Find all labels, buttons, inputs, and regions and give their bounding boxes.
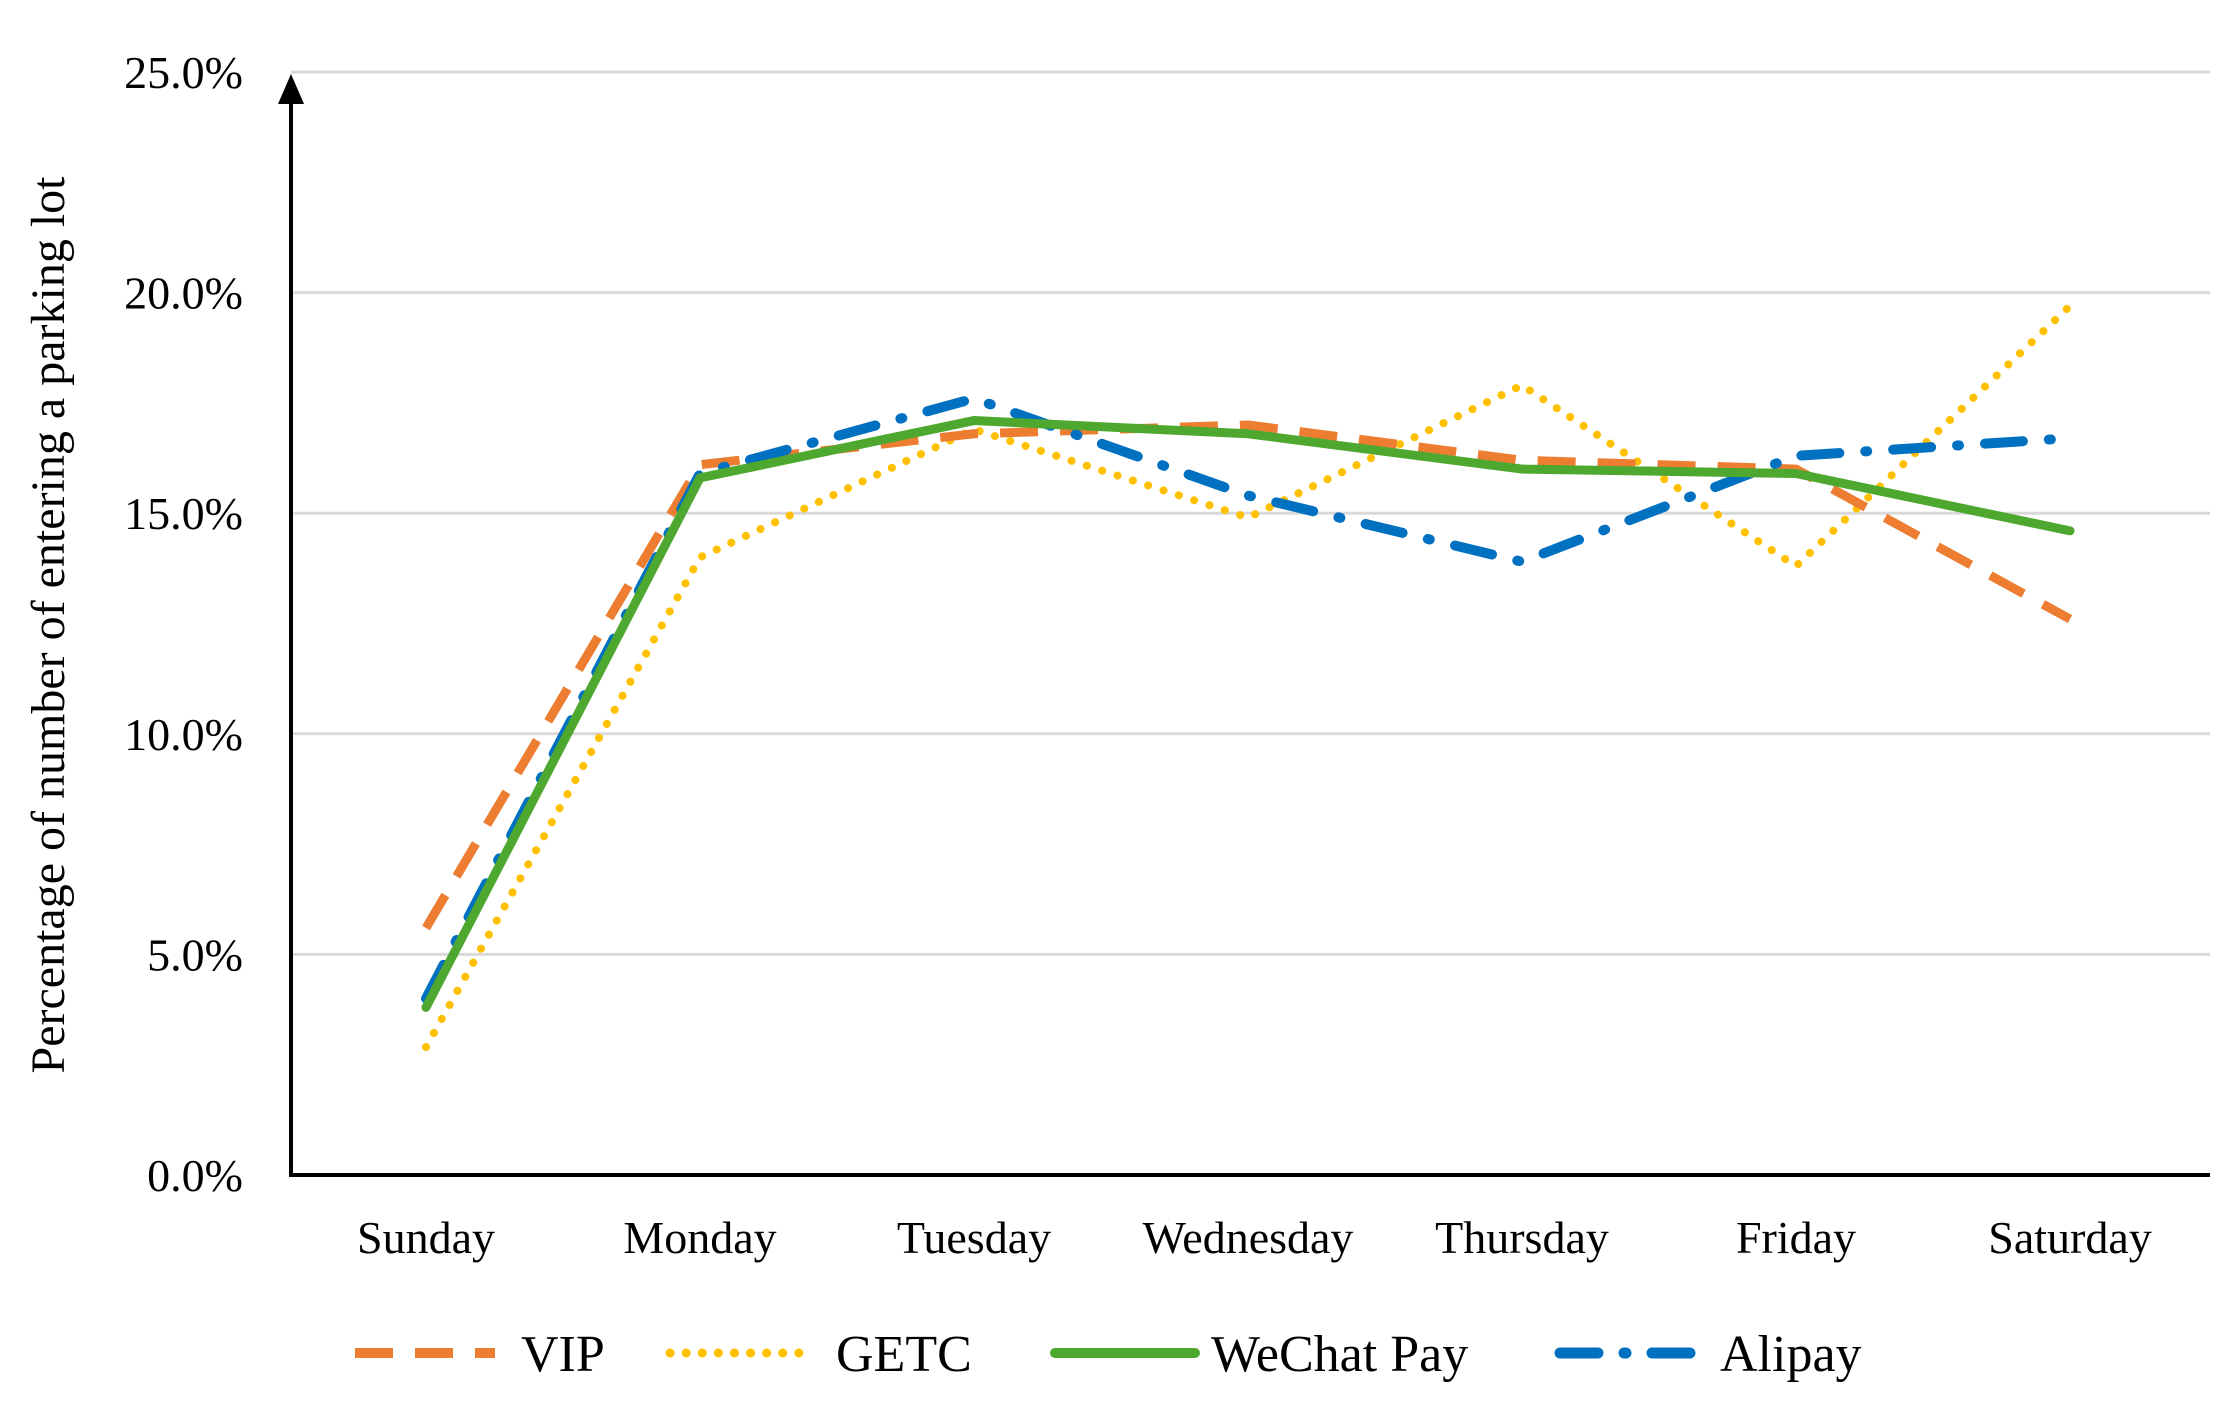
x-tick-label: Thursday — [1435, 1212, 1609, 1263]
y-tick-label: 15.0% — [124, 488, 243, 539]
y-tick-label: 5.0% — [147, 929, 243, 980]
y-tick-label: 0.0% — [147, 1150, 243, 1201]
legend-label: VIP — [521, 1326, 605, 1383]
legend-label: WeChat Pay — [1211, 1326, 1468, 1383]
gridlines — [291, 70, 2210, 956]
axes — [278, 74, 2210, 1177]
x-tick-label: Saturday — [1988, 1212, 2152, 1263]
y-tick-label: 20.0% — [124, 268, 243, 319]
x-tick-label: Monday — [623, 1212, 776, 1263]
x-tick-label: Tuesday — [897, 1212, 1051, 1263]
y-axis-title: Percentage of number of entering a parki… — [22, 176, 75, 1074]
y-tick-labels: 0.0% 5.0% 10.0% 15.0% 20.0% 25.0% — [124, 47, 243, 1201]
y-tick-label: 10.0% — [124, 709, 243, 760]
series-lines — [421, 301, 2075, 1052]
legend: VIP GETC WeChat Pay Alipay — [355, 1326, 1862, 1383]
x-tick-label: Sunday — [357, 1212, 495, 1263]
series-line-alipay — [421, 393, 2075, 1004]
y-tick-label: 25.0% — [124, 47, 243, 98]
legend-label: GETC — [836, 1326, 972, 1383]
y-axis-arrow-icon — [278, 74, 304, 104]
x-tick-label: Wednesday — [1143, 1212, 1354, 1263]
x-tick-label: Friday — [1736, 1212, 1856, 1263]
legend-label: Alipay — [1720, 1326, 1862, 1383]
series-line-getc — [422, 301, 2074, 1052]
x-tick-labels: Sunday Monday Tuesday Wednesday Thursday Frid… — [357, 1212, 2152, 1263]
